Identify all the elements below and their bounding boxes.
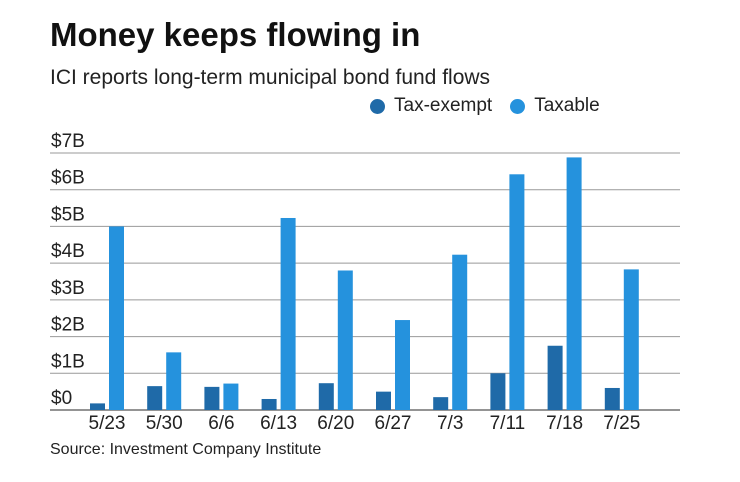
- bar-taxable: [395, 320, 410, 410]
- bar-taxable: [509, 174, 525, 410]
- x-axis-ticks: 5/23 5/30 6/6 6/13 6/20 6/27 7/3 7/11 7/18 7/25: [89, 413, 641, 434]
- y-tick-label: $0: [51, 388, 72, 409]
- source-note: Source: Investment Company Institute: [50, 441, 322, 458]
- bar-taxable: [166, 352, 182, 410]
- legend-item-taxable: Taxable: [510, 95, 600, 117]
- bar-tax-exempt: [547, 345, 563, 410]
- bar-tax-exempt: [204, 386, 220, 410]
- bar-tax-exempt: [90, 403, 105, 410]
- bar-taxable: [337, 270, 353, 410]
- bar-tax-exempt: [604, 387, 620, 410]
- gridlines: [50, 152, 680, 411]
- chart-subtitle: ICI reports long-term municipal bond fun…: [50, 66, 491, 89]
- y-tick-label: $3B: [51, 278, 85, 299]
- legend: Tax-exempt Taxable: [370, 95, 618, 117]
- x-tick-label: 6/20: [317, 413, 354, 434]
- x-tick-label: 6/27: [375, 413, 412, 434]
- bar-taxable: [223, 383, 239, 410]
- bar-taxable: [109, 226, 124, 410]
- x-tick-label: 7/11: [490, 413, 526, 434]
- x-tick-label: 7/18: [546, 413, 583, 434]
- x-tick-label: 7/3: [437, 413, 463, 434]
- legend-label-taxable: Taxable: [534, 95, 600, 116]
- bar-taxable: [566, 157, 582, 410]
- y-tick-label: $1B: [51, 351, 85, 372]
- x-tick-label: 7/25: [603, 413, 640, 434]
- bar-tax-exempt: [433, 397, 449, 410]
- y-tick-label: $6B: [51, 168, 85, 189]
- bar-tax-exempt: [261, 398, 277, 410]
- y-tick-label: $2B: [51, 315, 85, 336]
- legend-swatch-taxable: [510, 98, 526, 114]
- x-tick-label: 5/23: [89, 413, 126, 434]
- y-tick-label: $4B: [51, 241, 85, 262]
- bar-tax-exempt: [376, 391, 391, 410]
- bar-tax-exempt: [318, 383, 334, 410]
- y-tick-label: $5B: [51, 204, 85, 225]
- bar-taxable: [623, 269, 639, 410]
- legend-item-tax-exempt: Tax-exempt: [370, 95, 492, 117]
- bar-tax-exempt: [490, 373, 506, 410]
- bar-taxable: [280, 217, 296, 410]
- y-tick-label: $7B: [51, 131, 85, 152]
- bar-tax-exempt: [147, 386, 163, 410]
- x-tick-label: 5/30: [146, 413, 183, 434]
- legend-label-tax-exempt: Tax-exempt: [394, 95, 493, 116]
- chart-title: Money keeps flowing in: [50, 16, 421, 53]
- legend-swatch-tax-exempt: [370, 98, 385, 114]
- x-tick-label: 6/6: [208, 413, 234, 434]
- bars: [90, 157, 639, 410]
- x-tick-label: 6/13: [260, 413, 297, 434]
- y-axis-ticks: $0 $1B $2B $3B $4B $5B $6B $7B: [51, 131, 85, 409]
- bar-taxable: [452, 254, 468, 410]
